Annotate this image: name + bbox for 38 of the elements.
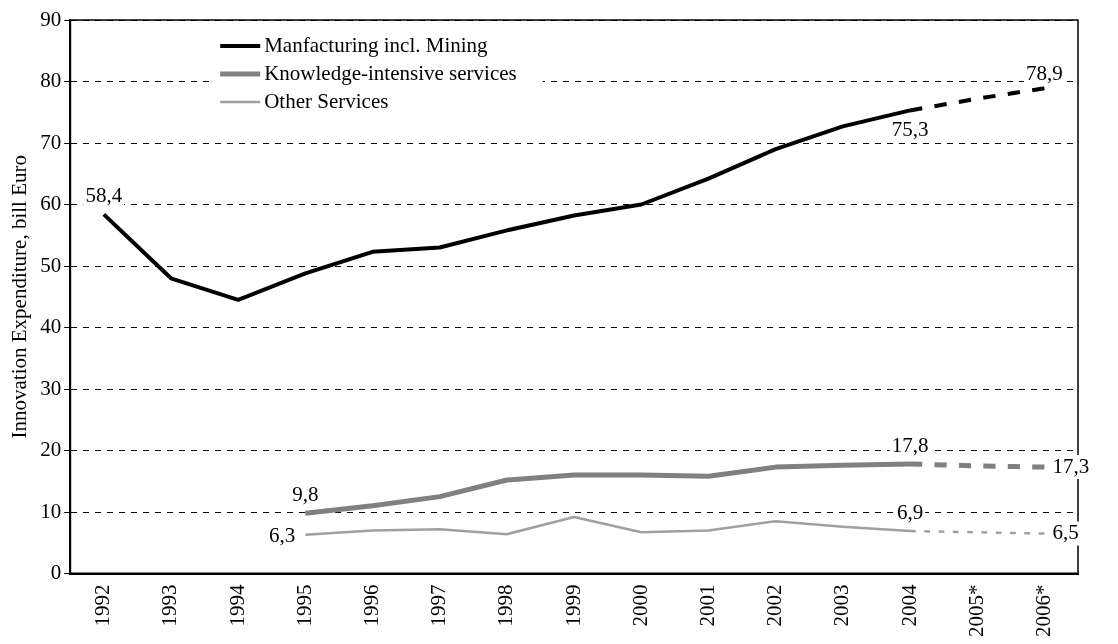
data-label: 6,3 bbox=[269, 523, 296, 548]
y-tick-label: 50 bbox=[40, 252, 62, 277]
data-label: 6,5 bbox=[1052, 520, 1079, 545]
y-tick-label: 90 bbox=[40, 6, 62, 31]
y-tick-label: 80 bbox=[40, 68, 62, 93]
x-tick-label: 2005* bbox=[963, 584, 988, 637]
x-tick-label: 2006* bbox=[1030, 584, 1055, 637]
data-label: 17,8 bbox=[891, 432, 929, 457]
data-label: 6,9 bbox=[896, 499, 924, 524]
data-label: 58,4 bbox=[85, 182, 123, 207]
x-tick-label: 1999 bbox=[560, 584, 585, 627]
legend-label: Manfacturing incl. Mining bbox=[264, 32, 489, 57]
legend-label: Knowledge-intensive services bbox=[264, 60, 517, 85]
data-label: 78,9 bbox=[1026, 60, 1063, 85]
y-tick-label: 60 bbox=[40, 191, 62, 216]
data-label: 9,8 bbox=[292, 481, 319, 506]
x-tick-label: 2004 bbox=[896, 584, 921, 627]
x-tick-label: 1997 bbox=[426, 584, 451, 627]
x-tick-label: 2001 bbox=[694, 584, 719, 627]
y-tick-label: 30 bbox=[40, 375, 62, 400]
x-tick-label: 2000 bbox=[627, 584, 652, 627]
x-tick-label: 2002 bbox=[762, 584, 787, 627]
x-tick-label: 1996 bbox=[359, 584, 384, 627]
y-tick-label: 70 bbox=[40, 129, 62, 154]
y-tick-label: 10 bbox=[40, 498, 62, 523]
y-axis-title: Innovation Expenditure, bill Euro bbox=[7, 155, 32, 439]
x-tick-label: 1998 bbox=[493, 584, 518, 627]
y-tick-label: 20 bbox=[40, 437, 62, 462]
data-label: 17,3 bbox=[1052, 453, 1090, 478]
x-tick-label: 1992 bbox=[90, 584, 115, 627]
x-tick-label: 1994 bbox=[224, 584, 249, 627]
x-tick-label: 1995 bbox=[291, 584, 316, 627]
data-label: 75,3 bbox=[891, 116, 929, 141]
y-tick-label: 0 bbox=[50, 560, 62, 585]
legend-label: Other Services bbox=[264, 88, 389, 113]
y-tick-label: 40 bbox=[40, 314, 62, 339]
x-tick-label: 2003 bbox=[829, 584, 854, 627]
x-tick-label: 1993 bbox=[157, 584, 182, 627]
